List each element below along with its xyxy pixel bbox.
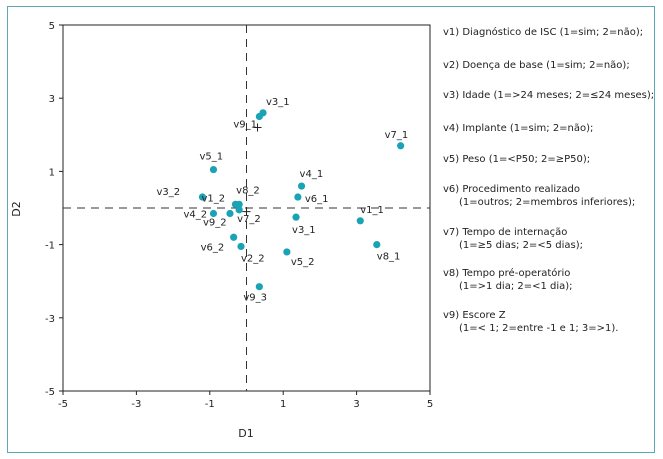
legend-item-subtext: (1=≥5 dias; 2=<5 dias);	[459, 240, 583, 251]
data-point	[226, 209, 234, 218]
data-point	[237, 242, 245, 251]
legend-item-text: v9) Escore Z	[443, 310, 506, 321]
point-label: v7_1	[385, 130, 409, 141]
plus-marker	[253, 123, 262, 132]
data-point	[235, 206, 243, 214]
x-tick-label: -1	[205, 399, 215, 410]
point-label: v3_1	[266, 97, 290, 108]
x-axis-ticks: -5 -3 -1 1 3 5	[58, 391, 433, 410]
point-label: v5_1	[199, 152, 223, 163]
data-point	[255, 283, 263, 291]
data-point	[297, 182, 306, 190]
y-tick-label: -5	[45, 387, 55, 398]
y-tick-label: 5	[49, 21, 55, 32]
x-tick-label: -3	[131, 399, 141, 410]
chart-frame	[7, 6, 655, 453]
data-point	[283, 248, 291, 256]
legend-item: v9) Escore Z (1=< 1; 2=entre -1 e 1; 3=>1…	[443, 309, 618, 335]
point-label: v4_2	[183, 209, 207, 220]
point-label: v9_1	[233, 120, 257, 131]
data-point	[397, 142, 405, 150]
legend-item: v7) Tempo de internação (1=≥5 dias; 2=<5 …	[443, 226, 583, 252]
plus-markers	[242, 123, 262, 216]
x-axis-title: D1	[238, 427, 253, 440]
point-label: v6_2	[201, 242, 225, 253]
legend-item-text: v3) Idade (1=>24 meses; 2=≤24 meses);	[443, 90, 655, 101]
legend-item: v1) Diagnóstico de ISC (1=sim; 2=não);	[443, 26, 643, 39]
x-tick-label: 5	[427, 399, 433, 410]
legend-item: v6) Procedimento realizado (1=outros; 2=m…	[443, 183, 635, 209]
y-axis-title: D2	[10, 201, 23, 216]
point-label: v4_1	[300, 169, 324, 180]
data-point	[373, 241, 381, 249]
y-tick-label: 3	[49, 94, 55, 105]
point-label: v3_1	[292, 225, 316, 236]
x-tick-label: -5	[58, 399, 68, 410]
legend-item-subtext: (1=< 1; 2=entre -1 e 1; 3=>1).	[459, 323, 619, 334]
point-label: v6_1	[305, 194, 329, 205]
y-tick-label: -3	[45, 314, 55, 325]
legend-item-text: v8) Tempo pré-operatório	[443, 268, 571, 279]
data-point	[235, 200, 243, 208]
legend-item-subtext: (1=>1 dia; 2=<1 dia);	[459, 281, 573, 292]
legend-item-text: v2) Doença de base (1=sim; 2=não);	[443, 60, 630, 71]
data-points	[198, 109, 405, 291]
data-point	[209, 209, 218, 218]
legend-item-text: v4) Implante (1=sim; 2=não);	[443, 123, 594, 134]
data-point	[356, 217, 364, 225]
legend-item-text: v6) Procedimento realizado	[443, 184, 581, 195]
point-label: v2_2	[241, 253, 265, 264]
legend-item-text: v7) Tempo de internação	[443, 227, 568, 238]
y-tick-label: -1	[45, 241, 55, 252]
data-point	[230, 233, 238, 241]
point-label: v9_3	[243, 293, 267, 304]
plus-marker	[242, 207, 251, 216]
legend-item-subtext: (1=outros; 2=membros inferiores);	[459, 197, 636, 208]
point-label: v5_2	[291, 257, 315, 268]
data-point	[209, 165, 218, 174]
legend-item: v5) Peso (1=<P50; 2=≥P50);	[443, 153, 590, 166]
data-point	[198, 193, 207, 201]
y-axis-ticks: 5 3 1 -1 -3 -5	[45, 21, 63, 398]
legend-item-text: v5) Peso (1=<P50; 2=≥P50);	[443, 154, 591, 165]
data-point	[294, 193, 302, 201]
x-tick-label: 1	[280, 399, 286, 410]
legend-item: v4) Implante (1=sim; 2=não);	[443, 122, 593, 135]
point-label: v8_1	[377, 252, 401, 263]
point-label: v1_2	[201, 193, 225, 204]
point-label: v1_1	[360, 205, 384, 216]
point-labels: v1_1 v1_2 v2_2 v3_1 v3_1 v3_2 v4_1 v4_2 v5_1 v5_2…	[156, 97, 408, 304]
point-label: v8_2	[236, 185, 260, 196]
legend-item: v8) Tempo pré-operatório (1=>1 dia; 2=<1 …	[443, 267, 573, 293]
legend-item: v3) Idade (1=>24 meses; 2=≤24 meses);	[443, 89, 654, 102]
data-point	[292, 213, 300, 221]
x-tick-label: 3	[353, 399, 359, 410]
point-label: v3_2	[156, 187, 180, 198]
data-point	[255, 112, 263, 121]
y-tick-label: 1	[49, 167, 55, 178]
point-label: v7_2	[237, 214, 261, 225]
legend-item: v2) Doença de base (1=sim; 2=não);	[443, 59, 630, 72]
legend-item-text: v1) Diagnóstico de ISC (1=sim; 2=não);	[443, 27, 644, 38]
point-label: v9_2	[203, 217, 227, 228]
